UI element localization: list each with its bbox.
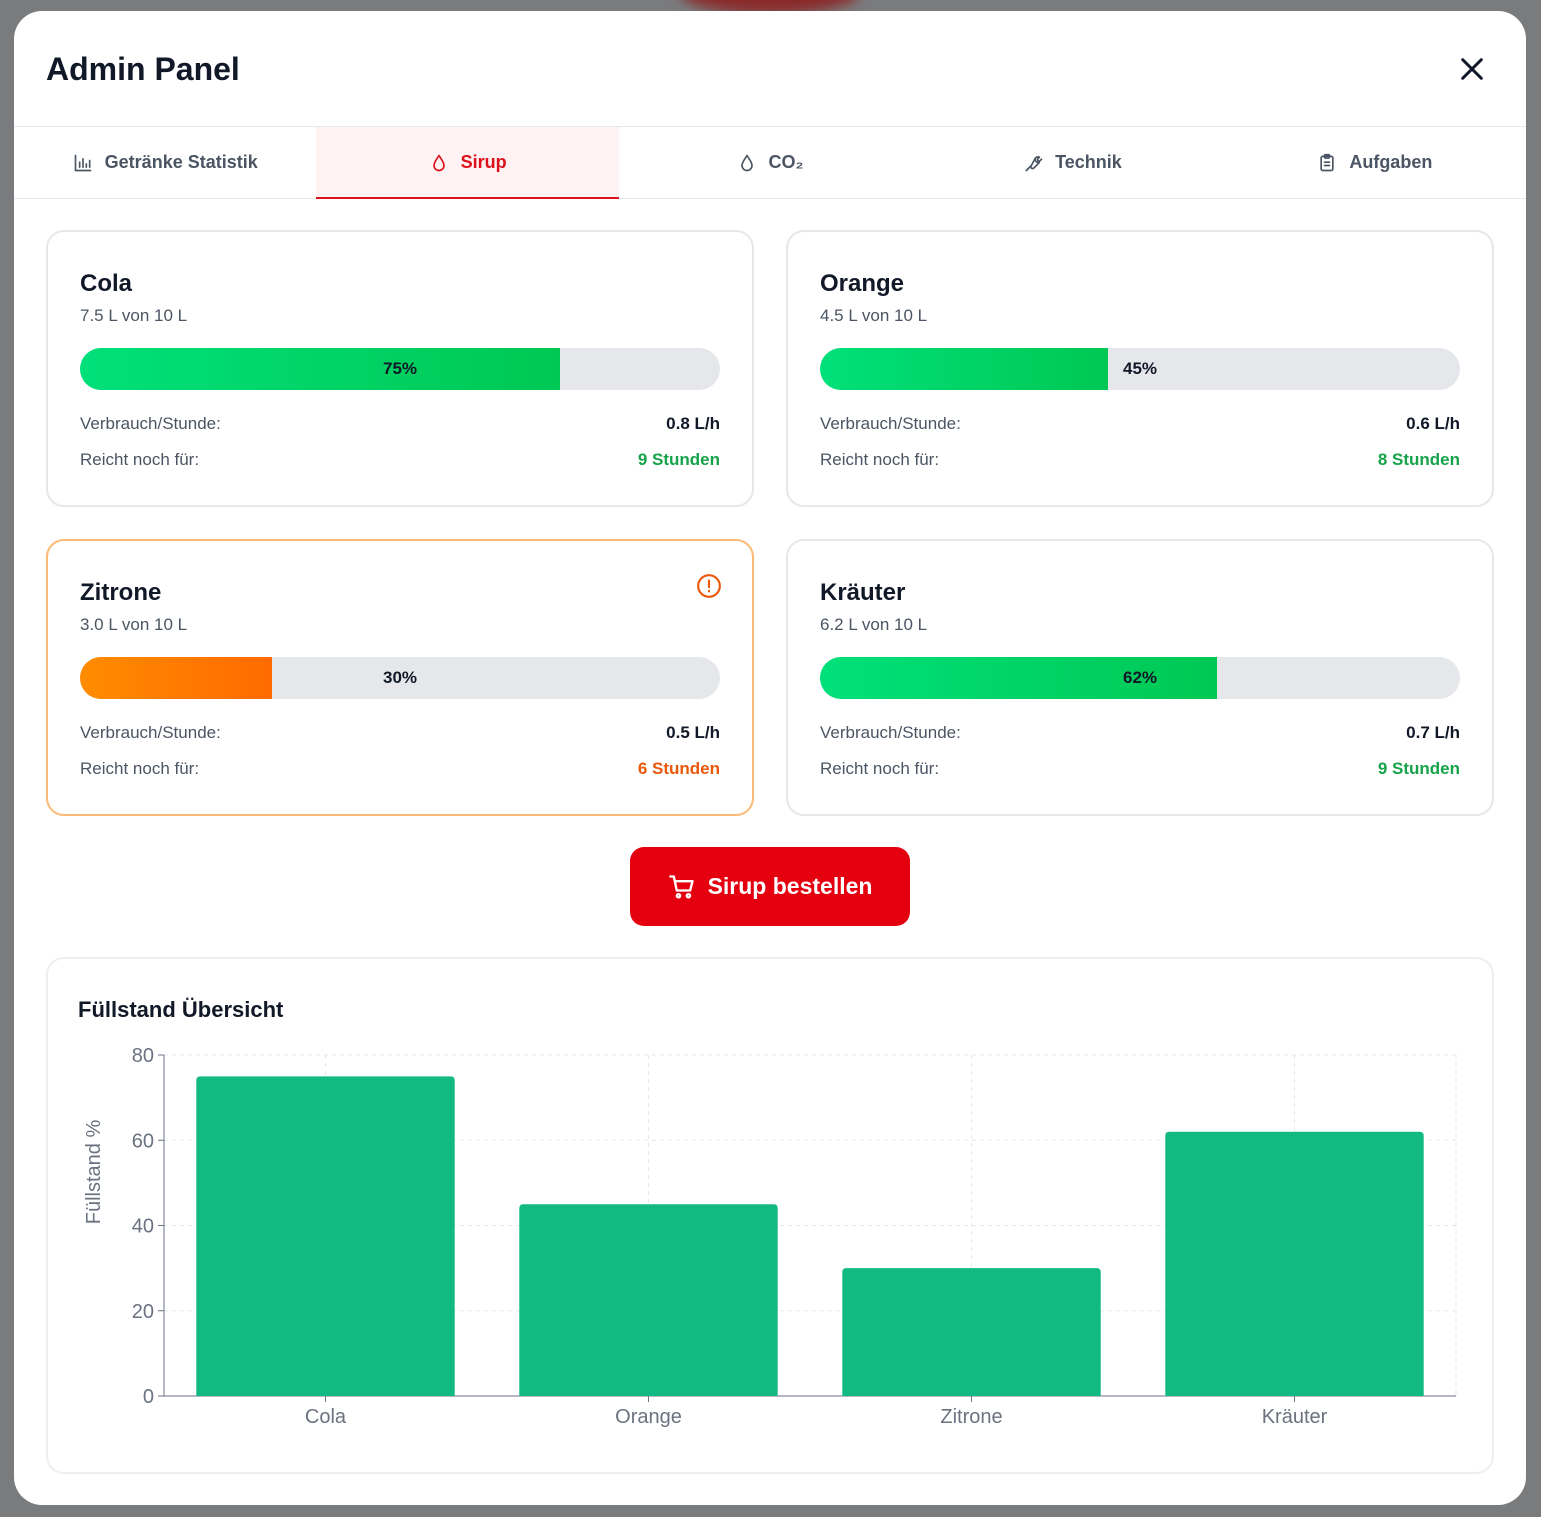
progress-label: 30% [382, 668, 418, 687]
card-volume: 7.5 L von 10 L [80, 306, 188, 325]
fill-level-chart-card: Füllstand Übersicht 0 20 40 60 80 Cola Orange Z… [46, 957, 1494, 1474]
bar-zitrone [842, 1268, 1101, 1396]
bar-kräuter [1165, 1131, 1424, 1396]
progress-fill [820, 348, 1108, 390]
consumption-row: Verbrauch/Stunde: 0.8 L/h [80, 414, 720, 434]
y-tick-label: 0 [143, 1386, 154, 1408]
y-axis-label: Füllstand % [83, 1120, 105, 1225]
card-volume: 4.5 L von 10 L [820, 306, 928, 325]
card-name: Cola [80, 270, 133, 297]
consumption-value: 0.7 L/h [1406, 723, 1460, 742]
syrup-card-kraeuter: Kräuter 6.2 L von 10 L 62% Verbrauch/Stu… [786, 539, 1494, 816]
card-name: Zitrone [80, 579, 162, 606]
fill-level-bar-chart: 0 20 40 60 80 Cola Orange Zitrone Kräuter Füllsta… [83, 1045, 1457, 1428]
modal-title: Admin Panel [46, 51, 240, 87]
clipboard-icon [1320, 153, 1334, 171]
x-tick-label: Zitrone [940, 1406, 1002, 1428]
remaining-label: Reicht noch für: [80, 759, 200, 778]
consumption-row: Verbrauch/Stunde: 0.5 L/h [80, 723, 720, 743]
syrup-card-orange: Orange 4.5 L von 10 L 45% Verbrauch/Stun… [786, 230, 1494, 507]
progress-fill [820, 657, 1217, 699]
progress-label: 75% [382, 359, 418, 378]
fill-progress-bar: 30% [80, 657, 720, 699]
remaining-label: Reicht noch für: [80, 450, 200, 469]
x-tick-label: Orange [615, 1406, 682, 1428]
remaining-row: Reicht noch für: 8 Stunden [820, 450, 1460, 470]
order-syrup-button[interactable]: Sirup bestellen [630, 847, 910, 926]
remaining-label: Reicht noch für: [820, 759, 940, 778]
bar-cola [196, 1076, 455, 1396]
consumption-value: 0.8 L/h [666, 414, 720, 433]
remaining-row: Reicht noch für: 9 Stunden [820, 759, 1460, 779]
remaining-value: 6 Stunden [637, 759, 720, 778]
order-button-label: Sirup bestellen [707, 873, 873, 899]
chart-title: Füllstand Übersicht [78, 997, 284, 1022]
tab-getraenke-statistik[interactable]: Getränke Statistik [14, 127, 316, 198]
background-blob [680, 0, 860, 14]
tab-bar: Getränke Statistik Sirup CO₂ Technik [14, 127, 1526, 199]
consumption-label: Verbrauch/Stunde: [820, 414, 961, 433]
alert-circle-icon [697, 574, 721, 598]
droplet-icon [740, 154, 753, 171]
close-icon[interactable] [1456, 53, 1488, 85]
progress-label: 45% [1122, 359, 1158, 378]
admin-panel-modal: Admin Panel Getränke Statistik Sirup CO₂ [14, 11, 1526, 1505]
remaining-row: Reicht noch für: 9 Stunden [80, 450, 720, 470]
consumption-label: Verbrauch/Stunde: [80, 723, 221, 742]
tab-label: Getränke Statistik [104, 152, 258, 172]
tab-label: CO₂ [768, 152, 804, 172]
y-tick-label: 20 [132, 1301, 154, 1323]
droplet-icon [432, 154, 445, 171]
progress-label: 62% [1122, 668, 1158, 687]
x-tick-label: Kräuter [1262, 1406, 1328, 1428]
consumption-label: Verbrauch/Stunde: [80, 414, 221, 433]
consumption-value: 0.6 L/h [1406, 414, 1460, 433]
tab-aufgaben[interactable]: Aufgaben [1224, 127, 1526, 198]
consumption-label: Verbrauch/Stunde: [820, 723, 961, 742]
tab-sirup[interactable]: Sirup [316, 127, 620, 199]
tab-co2[interactable]: CO₂ [619, 127, 921, 198]
remaining-value: 8 Stunden [1377, 450, 1460, 469]
consumption-row: Verbrauch/Stunde: 0.7 L/h [820, 723, 1460, 743]
fill-progress-bar: 45% [820, 348, 1460, 390]
remaining-row: Reicht noch für: 6 Stunden [80, 759, 720, 779]
fill-progress-bar: 62% [820, 657, 1460, 699]
syrup-card-zitrone: Zitrone 3.0 L von 10 L 30% Verbrauch/Stu… [46, 539, 754, 816]
card-volume: 3.0 L von 10 L [80, 615, 188, 634]
syrup-cards: Cola 7.5 L von 10 L 75% Verbrauch/Stunde… [46, 230, 1494, 816]
fill-progress-bar: 75% [80, 348, 720, 390]
wrench-icon [1025, 155, 1043, 171]
progress-fill [80, 657, 272, 699]
tab-label: Sirup [460, 152, 507, 172]
card-volume: 6.2 L von 10 L [820, 615, 928, 634]
y-tick-label: 40 [132, 1216, 154, 1238]
modal-header: Admin Panel [14, 11, 1526, 127]
shopping-cart-icon [668, 874, 694, 899]
remaining-value: 9 Stunden [1377, 759, 1460, 778]
consumption-row: Verbrauch/Stunde: 0.6 L/h [820, 414, 1460, 434]
y-tick-label: 80 [132, 1045, 154, 1067]
tab-technik[interactable]: Technik [921, 127, 1223, 198]
syrup-card-cola: Cola 7.5 L von 10 L 75% Verbrauch/Stunde… [46, 230, 754, 507]
bar-orange [519, 1204, 778, 1396]
progress-fill [80, 348, 560, 390]
remaining-label: Reicht noch für: [820, 450, 940, 469]
y-tick-label: 60 [132, 1130, 154, 1152]
remaining-value: 9 Stunden [637, 450, 720, 469]
card-name: Kräuter [820, 579, 906, 606]
tab-label: Aufgaben [1349, 152, 1433, 172]
card-name: Orange [820, 270, 905, 297]
bar-chart-icon [74, 154, 92, 171]
consumption-value: 0.5 L/h [666, 723, 720, 742]
x-tick-label: Cola [305, 1406, 347, 1428]
tab-label: Technik [1055, 152, 1122, 172]
